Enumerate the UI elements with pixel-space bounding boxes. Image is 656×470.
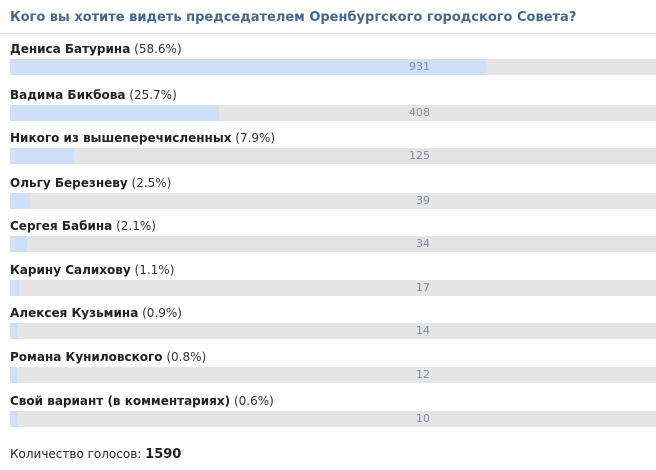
option-percent: (7.9%) (235, 131, 276, 145)
option-bar-track: 10 (10, 411, 656, 427)
poll-option[interactable]: Сергея Бабина (2.1%) 34 (10, 218, 656, 258)
option-name: Романа Куниловского (10, 350, 163, 364)
option-vote-count: 17 (416, 281, 430, 294)
option-percent: (1.1%) (134, 263, 175, 277)
option-name: Свой вариант (в комментариях) (10, 394, 231, 408)
option-percent: (2.5%) (131, 176, 172, 190)
option-bar-track: 408 (10, 105, 656, 121)
poll-option[interactable]: Ольгу Березневу (2.5%) 39 (10, 175, 656, 215)
option-percent: (58.6%) (134, 42, 182, 56)
poll-question: Кого вы хотите видеть председателем Орен… (10, 10, 577, 25)
option-bar-fill (10, 367, 17, 383)
option-label: Романа Куниловского (0.8%) (10, 349, 206, 365)
option-bar-track: 14 (10, 323, 656, 339)
option-bar-fill (10, 411, 17, 427)
option-name: Вадима Бикбова (10, 88, 126, 102)
option-name: Дениса Батурина (10, 42, 131, 56)
option-vote-count: 10 (416, 412, 430, 425)
option-bar-track: 125 (10, 148, 656, 164)
vote-total-value: 1590 (145, 447, 182, 462)
poll-option[interactable]: Алексея Кузьмина (0.9%) 14 (10, 305, 656, 345)
option-bar-track: 931 (10, 59, 656, 75)
option-bar-fill (10, 148, 74, 164)
option-bar-fill (10, 105, 219, 121)
option-vote-count: 408 (409, 106, 430, 119)
poll-option[interactable]: Свой вариант (в комментариях) (0.6%) 10 (10, 393, 656, 433)
option-bar-fill (10, 236, 27, 252)
option-name: Карину Салихову (10, 263, 131, 277)
option-vote-count: 12 (416, 368, 430, 381)
divider (0, 33, 656, 34)
option-vote-count: 34 (416, 237, 430, 250)
option-label: Карину Салихову (1.1%) (10, 262, 174, 278)
option-label: Вадима Бикбова (25.7%) (10, 87, 177, 103)
poll-option[interactable]: Вадима Бикбова (25.7%) 408 (10, 87, 656, 127)
option-bar-track: 12 (10, 367, 656, 383)
vote-total: Количество голосов: 1590 (10, 447, 181, 462)
option-name: Сергея Бабина (10, 219, 113, 233)
vote-total-label: Количество голосов: (10, 447, 142, 461)
option-vote-count: 39 (416, 194, 430, 207)
option-name: Никого из вышеперечисленных (10, 131, 232, 145)
poll-option[interactable]: Никого из вышеперечисленных (7.9%) 125 (10, 130, 656, 170)
option-label: Ольгу Березневу (2.5%) (10, 175, 171, 191)
option-bar-fill (10, 323, 17, 339)
option-label: Никого из вышеперечисленных (7.9%) (10, 130, 275, 146)
poll-option[interactable]: Романа Куниловского (0.8%) 12 (10, 349, 656, 389)
option-percent: (0.9%) (142, 306, 182, 320)
option-vote-count: 931 (409, 60, 430, 73)
option-percent: (25.7%) (129, 88, 177, 102)
option-label: Алексея Кузьмина (0.9%) (10, 305, 182, 321)
option-vote-count: 14 (416, 324, 430, 337)
option-percent: (2.1%) (116, 219, 156, 233)
option-vote-count: 125 (409, 149, 430, 162)
option-percent: (0.6%) (233, 394, 274, 408)
poll-option[interactable]: Дениса Батурина (58.6%) 931 (10, 41, 656, 81)
option-label: Свой вариант (в комментариях) (0.6%) (10, 393, 274, 409)
option-label: Сергея Бабина (2.1%) (10, 218, 156, 234)
option-bar-track: 34 (10, 236, 656, 252)
option-bar-fill (10, 280, 19, 296)
option-bar-track: 17 (10, 280, 656, 296)
poll-option[interactable]: Карину Салихову (1.1%) 17 (10, 262, 656, 302)
option-bar-fill (10, 193, 30, 209)
option-label: Дениса Батурина (58.6%) (10, 41, 182, 57)
option-bar-fill (10, 59, 486, 75)
option-bar-track: 39 (10, 193, 656, 209)
option-percent: (0.8%) (166, 350, 207, 364)
option-name: Алексея Кузьмина (10, 306, 139, 320)
option-name: Ольгу Березневу (10, 176, 128, 190)
